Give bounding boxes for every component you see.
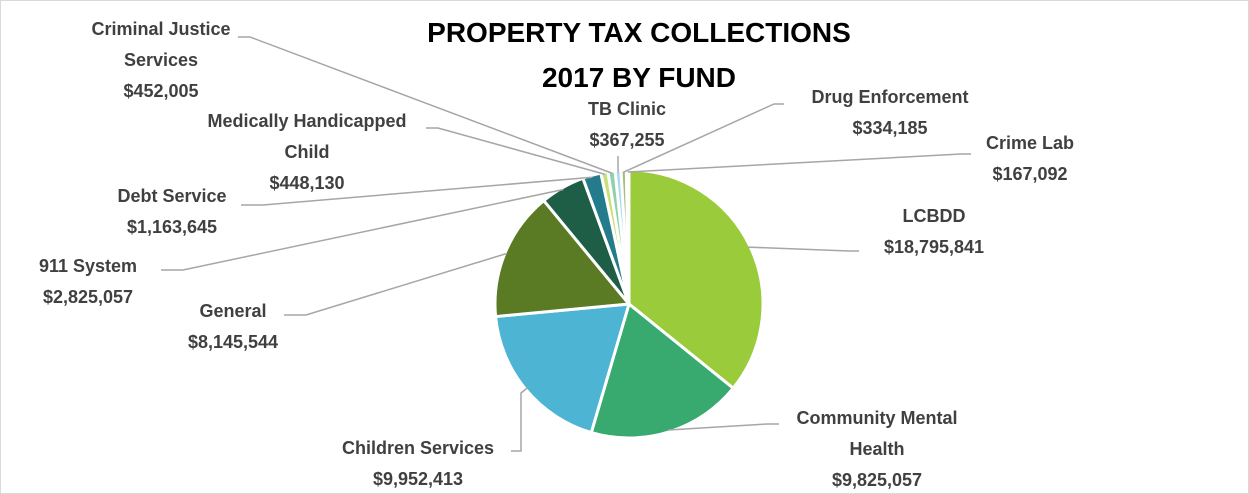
- data-label-name-general: General: [199, 301, 266, 321]
- data-labels: LCBDD $18,795,841 Community Mental Health $9…: [39, 19, 1074, 490]
- leader-line-crime-lab: [627, 153, 971, 173]
- data-label-value-general: $8,145,544: [188, 332, 278, 352]
- data-label-name-crime-lab: Crime Lab: [986, 133, 1074, 153]
- data-label-value-drug-enforcement: $334,185: [852, 118, 927, 138]
- leader-line-general: [284, 252, 508, 316]
- pie-slice-general: [493, 199, 631, 319]
- pie-slice-community-mental-health: [589, 302, 735, 440]
- data-label-value-911-system: $2,825,057: [43, 287, 133, 307]
- data-label-name-tb-clinic: TB Clinic: [588, 99, 666, 119]
- data-label-value-criminal-justice-services: $452,005: [123, 81, 198, 101]
- data-label-value-crime-lab: $167,092: [992, 164, 1067, 184]
- leader-line-medically-handicapped-child: [426, 127, 605, 175]
- chart-title: PROPERTY TAX COLLECTIONS: [427, 17, 851, 48]
- data-label-value-debt-service: $1,163,645: [127, 217, 217, 237]
- data-label-name-community-mental-health: Health: [849, 439, 904, 459]
- data-label-name-911-system: 911 System: [39, 256, 137, 276]
- data-label-name-children-services: Children Services: [342, 438, 494, 458]
- chart-subtitle: 2017 BY FUND: [542, 62, 736, 93]
- data-label-name-criminal-justice-services: Criminal Justice: [91, 19, 230, 39]
- leader-line-lcbdd: [748, 246, 859, 252]
- leader-line-drug-enforcement: [623, 103, 784, 173]
- leader-line-community-mental-health: [668, 423, 779, 431]
- leader-line-debt-service: [241, 176, 593, 206]
- data-label-name-debt-service: Debt Service: [117, 186, 226, 206]
- pie-slice-lcbdd: [627, 168, 765, 390]
- data-label-name-criminal-justice-services: Services: [124, 50, 198, 70]
- data-label-name-medically-handicapped-child: Child: [285, 142, 330, 162]
- leader-lines: [161, 36, 971, 452]
- data-label-value-lcbdd: $18,795,841: [884, 237, 984, 257]
- data-label-value-children-services: $9,952,413: [373, 469, 463, 489]
- slices-layer: [493, 168, 765, 440]
- leader-line-911-system: [161, 188, 564, 271]
- leader-line-criminal-justice-services: [238, 36, 613, 174]
- data-label-value-tb-clinic: $367,255: [589, 130, 664, 150]
- data-label-name-community-mental-health: Community Mental: [796, 408, 957, 428]
- data-label-value-medically-handicapped-child: $448,130: [269, 173, 344, 193]
- data-label-name-medically-handicapped-child: Medically Handicapped: [207, 111, 406, 131]
- data-label-name-lcbdd: LCBDD: [903, 206, 966, 226]
- leader-line-children-services: [511, 387, 528, 452]
- data-label-value-community-mental-health: $9,825,057: [832, 470, 922, 490]
- data-label-name-drug-enforcement: Drug Enforcement: [811, 87, 968, 107]
